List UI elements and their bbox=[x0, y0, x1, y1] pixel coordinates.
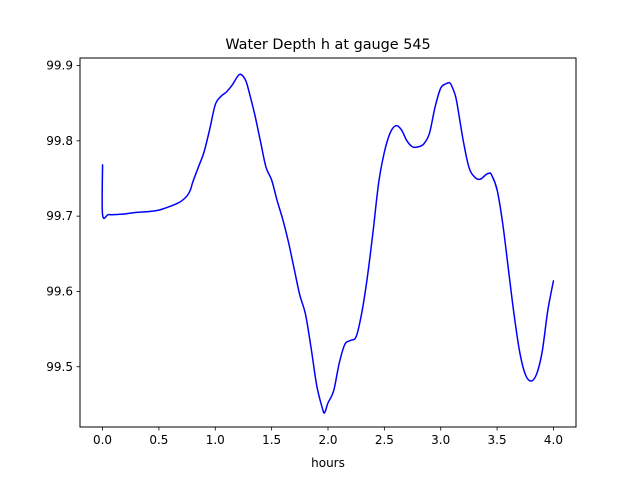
y-tick-label: 99.9 bbox=[46, 59, 73, 73]
y-axis: 99.5 99.6 99.7 99.8 99.9 bbox=[46, 59, 80, 374]
chart-title: Water Depth h at gauge 545 bbox=[225, 37, 430, 53]
series-line-0 bbox=[101, 73, 555, 414]
x-tick-label: 3.0 bbox=[431, 433, 450, 447]
y-tick-label: 99.6 bbox=[46, 284, 73, 298]
y-tick-label: 99.8 bbox=[46, 134, 73, 148]
x-tick-label: 3.5 bbox=[488, 433, 507, 447]
x-axis-label: hours bbox=[311, 456, 345, 470]
x-tick-label: 0.0 bbox=[93, 433, 112, 447]
y-tick-label: 99.7 bbox=[46, 209, 73, 223]
plot-frame bbox=[79, 57, 577, 428]
x-tick-label: 1.0 bbox=[206, 433, 225, 447]
x-tick-label: 2.5 bbox=[375, 433, 394, 447]
plot-area bbox=[101, 73, 555, 414]
x-tick-label: 0.5 bbox=[149, 433, 168, 447]
x-tick-label: 4.0 bbox=[544, 433, 563, 447]
x-axis: 0.0 0.5 1.0 1.5 2.0 2.5 3.0 3.5 4.0 bbox=[93, 427, 563, 447]
y-tick-label: 99.5 bbox=[46, 360, 73, 374]
x-tick-label: 2.0 bbox=[318, 433, 337, 447]
x-tick-label: 1.5 bbox=[262, 433, 281, 447]
